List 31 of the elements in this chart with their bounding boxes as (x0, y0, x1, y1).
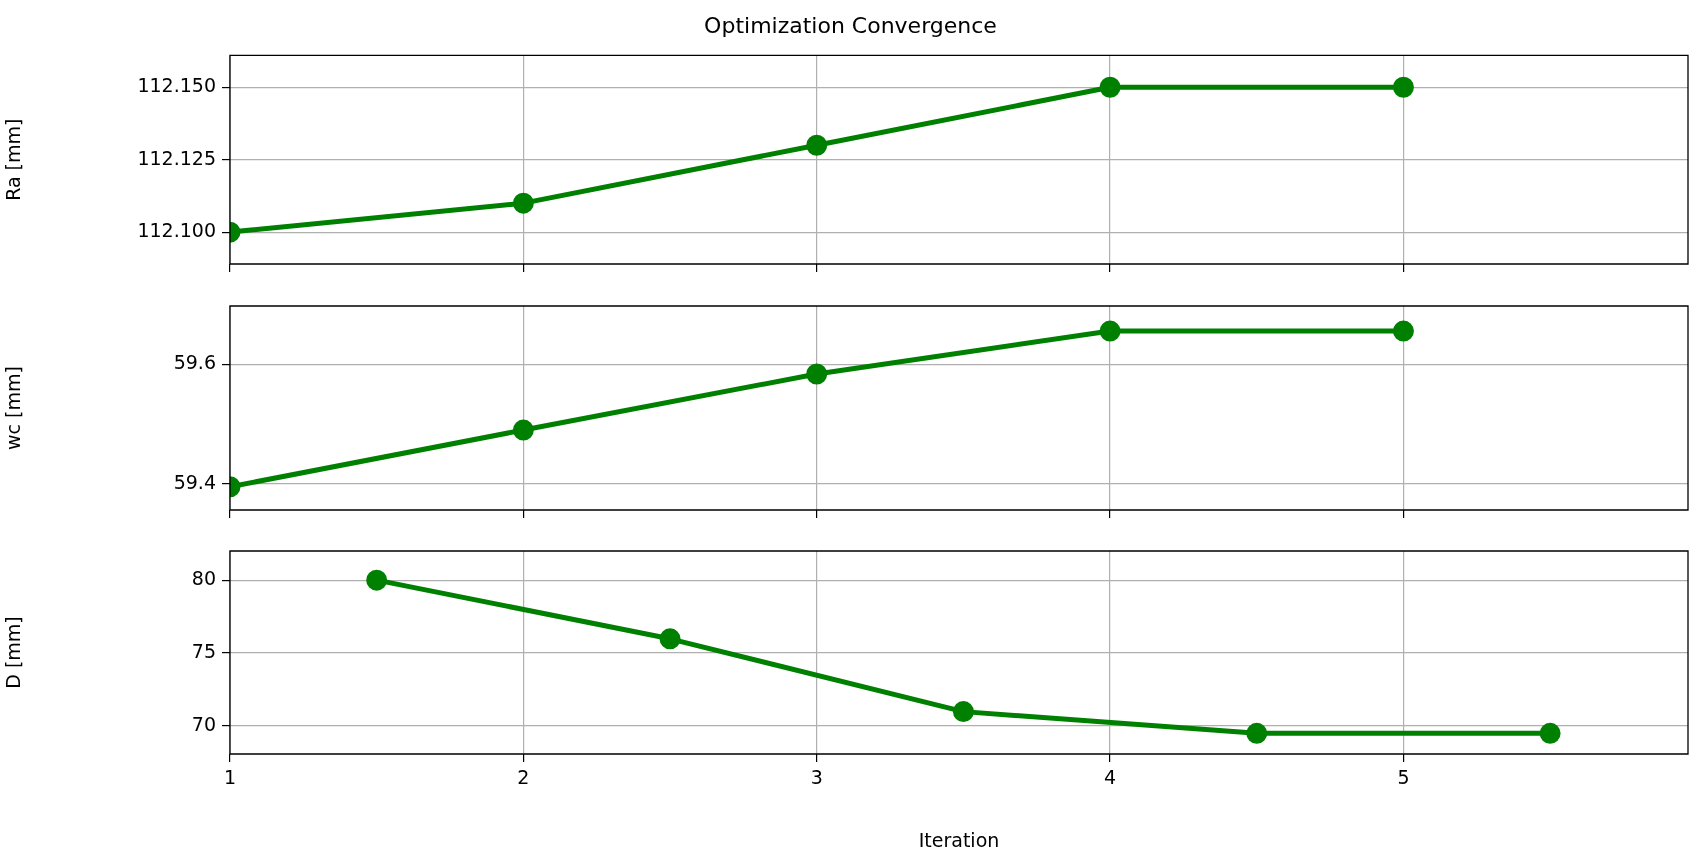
x-tick-label: 5 (1397, 766, 1410, 789)
point (512, 419, 534, 441)
y-tick-label: 112.150 (137, 74, 216, 97)
point (366, 569, 388, 591)
chart-title: Optimization Convergence (704, 12, 997, 38)
y-axis-title: wc [mm] (2, 366, 25, 450)
y-axis-title: D [mm] (2, 616, 25, 689)
point (806, 363, 828, 385)
x-axis-title: Iteration (918, 828, 1000, 851)
y-tick-label: 80 (191, 567, 216, 590)
point (1392, 320, 1414, 342)
x-tick-label: 1 (223, 766, 237, 789)
y-tick-label: 70 (191, 712, 216, 735)
point (1099, 320, 1121, 342)
y-tick-label: 59.4 (173, 470, 216, 493)
point (806, 134, 828, 156)
x-tick-label: 4 (1104, 766, 1117, 789)
point (659, 628, 681, 650)
point (1392, 76, 1414, 98)
x-tick-label: 3 (810, 766, 823, 789)
y-tick-label: 112.100 (137, 219, 216, 242)
point (1099, 76, 1121, 98)
point (1246, 722, 1268, 744)
point (1539, 722, 1561, 744)
y-axis-title: Ra [mm] (2, 118, 25, 201)
x-tick-label: 2 (517, 766, 530, 789)
y-tick-label: 59.6 (173, 351, 216, 374)
y-tick-label: 112.125 (137, 146, 216, 169)
point (512, 192, 534, 214)
y-tick-label: 75 (191, 639, 216, 662)
point (952, 701, 974, 723)
